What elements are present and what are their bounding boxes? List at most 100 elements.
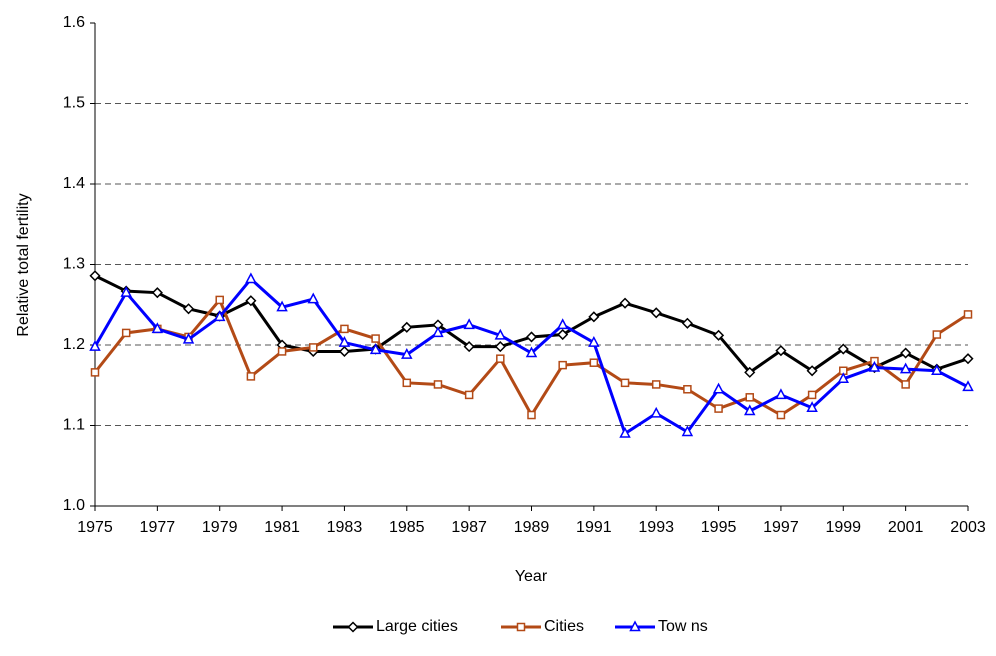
x-tick-label: 1975 — [77, 519, 113, 536]
marker — [245, 272, 257, 284]
marker — [494, 341, 506, 353]
marker — [806, 401, 818, 413]
marker — [932, 330, 942, 339]
marker — [307, 292, 319, 304]
marker — [558, 360, 567, 370]
marker — [681, 425, 694, 437]
marker — [309, 343, 318, 352]
marker — [681, 317, 693, 329]
marker — [651, 380, 661, 389]
marker — [246, 372, 256, 381]
marker — [494, 328, 507, 340]
legend-label: Large cities — [376, 618, 458, 635]
marker — [776, 410, 786, 420]
marker — [620, 378, 630, 388]
marker — [589, 358, 599, 367]
x-tick-label: 1987 — [451, 519, 487, 536]
x-tick-label: 1993 — [638, 519, 674, 536]
marker — [775, 345, 787, 357]
x-tick-label: 2003 — [950, 519, 986, 536]
x-tick-label: 1985 — [389, 519, 425, 536]
y-tick-label: 1.4 — [63, 175, 85, 192]
marker — [588, 335, 600, 347]
marker — [963, 310, 973, 319]
marker — [182, 303, 195, 315]
marker — [650, 406, 662, 418]
marker — [837, 372, 850, 384]
marker — [151, 287, 163, 299]
marker — [556, 318, 569, 330]
marker — [837, 343, 849, 355]
marker — [807, 390, 817, 400]
marker — [432, 326, 444, 338]
y-tick-label: 1.2 — [63, 336, 85, 353]
marker — [89, 270, 101, 282]
marker — [557, 328, 569, 341]
marker — [868, 360, 881, 372]
marker — [463, 318, 475, 330]
marker — [619, 297, 631, 309]
marker — [215, 295, 224, 305]
y-tick-label: 1.3 — [63, 256, 85, 273]
marker — [806, 365, 818, 377]
marker — [744, 404, 756, 416]
marker — [629, 620, 641, 632]
marker — [713, 329, 725, 341]
marker — [525, 331, 538, 343]
marker — [464, 390, 474, 400]
x-tick-label: 1991 — [576, 519, 612, 536]
marker — [744, 366, 756, 378]
y-tick-label: 1.6 — [63, 14, 85, 31]
marker — [683, 385, 692, 394]
legend-label: Tow ns — [658, 618, 708, 635]
marker — [369, 343, 382, 355]
x-tick-label: 1977 — [140, 519, 176, 536]
marker — [588, 311, 600, 323]
marker — [371, 334, 380, 343]
x-tick-label: 2001 — [888, 519, 924, 536]
y-axis-title: Relative total fertility — [15, 193, 32, 336]
marker — [401, 348, 413, 359]
marker — [433, 380, 443, 389]
x-tick-label: 1979 — [202, 519, 238, 536]
marker — [401, 321, 413, 333]
marker — [213, 310, 226, 322]
x-tick-label: 1981 — [264, 519, 300, 536]
x-tick-label: 1999 — [825, 519, 861, 536]
marker — [402, 378, 412, 388]
marker — [899, 362, 912, 374]
x-tick-label: 1983 — [327, 519, 363, 536]
marker — [89, 340, 101, 351]
marker — [340, 324, 349, 334]
marker — [338, 345, 350, 358]
y-tick-label: 1.1 — [63, 417, 85, 434]
marker — [962, 353, 974, 365]
marker — [962, 380, 974, 392]
marker — [650, 307, 662, 319]
marker — [245, 295, 257, 307]
marker — [347, 621, 359, 633]
marker — [619, 426, 631, 438]
marker — [90, 368, 100, 377]
x-axis-title: Year — [515, 568, 548, 585]
marker — [900, 347, 912, 359]
y-tick-label: 1.0 — [63, 497, 85, 514]
marker — [182, 332, 195, 344]
y-tick-label: 1.5 — [63, 95, 85, 112]
marker — [277, 347, 287, 356]
legend-label: Cities — [544, 618, 584, 635]
marker — [463, 341, 475, 353]
x-tick-label: 1989 — [514, 519, 550, 536]
marker — [525, 346, 538, 358]
marker — [338, 335, 351, 347]
x-tick-label: 1995 — [701, 519, 737, 536]
marker — [151, 322, 164, 334]
marker — [712, 382, 725, 394]
marker — [901, 380, 910, 389]
series-line — [93, 297, 969, 418]
marker — [516, 622, 526, 632]
marker — [931, 364, 943, 376]
marker — [714, 404, 723, 413]
marker — [775, 388, 787, 400]
